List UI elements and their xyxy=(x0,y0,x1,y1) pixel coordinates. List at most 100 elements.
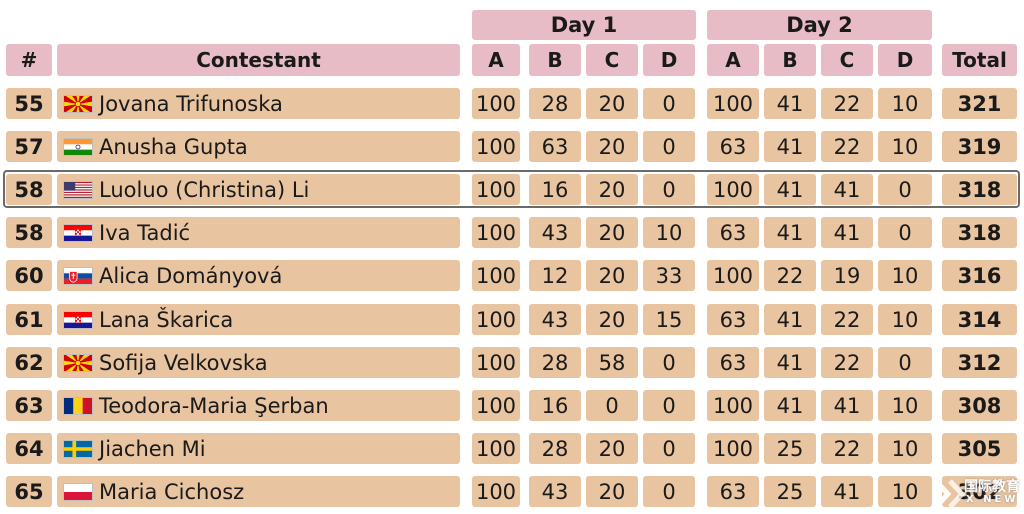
contestant-cell: Jovana Trifunoska xyxy=(57,88,460,119)
day2-score-cell: 22 xyxy=(764,260,816,291)
problem-header-label: D xyxy=(660,48,678,72)
day2-score-cell: 10 xyxy=(878,304,932,335)
total-cell: 308 xyxy=(942,390,1017,421)
rank-value: 58 xyxy=(14,177,44,202)
score-value: 19 xyxy=(833,263,861,288)
score-value: 10 xyxy=(891,91,919,116)
day2-score-cell: 41 xyxy=(764,174,816,205)
rank-value: 63 xyxy=(14,393,44,418)
score-value: 10 xyxy=(891,307,919,332)
day2-problem-header: A xyxy=(707,44,759,76)
contestant-name: Luoluo (Christina) Li xyxy=(99,177,310,202)
score-value: 0 xyxy=(662,134,676,159)
score-value: 10 xyxy=(891,479,919,504)
day2-score-cell: 41 xyxy=(764,347,816,378)
score-value: 0 xyxy=(605,393,619,418)
day1-problem-header: D xyxy=(643,44,695,76)
contestant-cell: Alica Dományová xyxy=(57,260,460,291)
score-value: 22 xyxy=(833,436,861,461)
score-value: 100 xyxy=(712,263,754,288)
total-value: 319 xyxy=(957,134,1002,159)
problem-header-label: A xyxy=(488,48,504,72)
rank-cell: 63 xyxy=(6,390,52,421)
contestant-cell: Maria Cichosz xyxy=(57,476,460,507)
score-value: 0 xyxy=(898,350,912,375)
day1-score-cell: 100 xyxy=(472,174,520,205)
rank-value: 57 xyxy=(14,134,44,159)
day2-score-cell: 41 xyxy=(821,390,873,421)
score-value: 0 xyxy=(662,479,676,504)
score-value: 41 xyxy=(833,479,861,504)
score-value: 25 xyxy=(776,479,804,504)
contestant-cell: Jiachen Mi xyxy=(57,433,460,464)
day2-score-cell: 0 xyxy=(878,347,932,378)
total-value: 316 xyxy=(957,263,1002,288)
score-value: 20 xyxy=(598,436,626,461)
day1-score-cell: 20 xyxy=(586,476,638,507)
contestant-name: Lana Škarica xyxy=(99,307,234,332)
watermark-logo: 国际教育 X NEW xyxy=(932,476,1020,512)
day2-score-cell: 100 xyxy=(707,433,759,464)
score-value: 58 xyxy=(598,350,626,375)
day1-score-cell: 20 xyxy=(586,304,638,335)
score-value: 0 xyxy=(662,436,676,461)
flag-icon xyxy=(63,94,93,113)
day1-score-cell: 0 xyxy=(643,390,695,421)
day1-score-cell: 63 xyxy=(529,131,581,162)
day2-score-cell: 100 xyxy=(707,88,759,119)
day1-header: Day 1 xyxy=(472,10,696,40)
day2-score-cell: 0 xyxy=(878,217,932,248)
day1-score-cell: 20 xyxy=(586,433,638,464)
score-value: 10 xyxy=(891,134,919,159)
day2-score-cell: 100 xyxy=(707,174,759,205)
total-cell: 319 xyxy=(942,131,1017,162)
day2-score-cell: 10 xyxy=(878,433,932,464)
day1-score-cell: 0 xyxy=(643,476,695,507)
rank-value: 61 xyxy=(14,307,44,332)
contestant-name: Teodora-Maria Şerban xyxy=(99,393,329,418)
total-value: 308 xyxy=(957,393,1002,418)
day1-score-cell: 0 xyxy=(643,174,695,205)
score-value: 63 xyxy=(541,134,569,159)
day1-score-cell: 20 xyxy=(586,260,638,291)
day2-score-cell: 41 xyxy=(764,88,816,119)
day2-score-cell: 100 xyxy=(707,260,759,291)
rank-value: 55 xyxy=(14,91,44,116)
score-value: 100 xyxy=(475,220,517,245)
day2-score-cell: 63 xyxy=(707,304,759,335)
score-value: 0 xyxy=(662,350,676,375)
day1-score-cell: 100 xyxy=(472,304,520,335)
day1-score-cell: 10 xyxy=(643,217,695,248)
score-value: 41 xyxy=(776,177,804,202)
day1-problem-header: C xyxy=(586,44,638,76)
rank-header-label: # xyxy=(20,48,38,72)
day2-score-cell: 41 xyxy=(764,304,816,335)
problem-header-label: C xyxy=(604,48,620,72)
day2-score-cell: 63 xyxy=(707,347,759,378)
score-value: 10 xyxy=(891,436,919,461)
rank-value: 58 xyxy=(14,220,44,245)
contestant-name: Iva Tadić xyxy=(99,220,191,245)
rank-cell: 62 xyxy=(6,347,52,378)
total-cell: 302 xyxy=(942,476,1017,507)
day1-score-cell: 100 xyxy=(472,433,520,464)
day2-score-cell: 41 xyxy=(764,390,816,421)
score-value: 41 xyxy=(833,393,861,418)
score-value: 63 xyxy=(719,134,747,159)
score-value: 100 xyxy=(475,307,517,332)
day1-score-cell: 100 xyxy=(472,390,520,421)
total-cell: 316 xyxy=(942,260,1017,291)
score-value: 0 xyxy=(898,177,912,202)
day2-score-cell: 10 xyxy=(878,131,932,162)
day2-score-cell: 41 xyxy=(821,174,873,205)
total-cell: 318 xyxy=(942,174,1017,205)
day2-score-cell: 63 xyxy=(707,131,759,162)
contestant-name: Jovana Trifunoska xyxy=(99,91,283,116)
day1-score-cell: 20 xyxy=(586,217,638,248)
score-value: 28 xyxy=(541,436,569,461)
day2-score-cell: 0 xyxy=(878,174,932,205)
score-value: 100 xyxy=(712,393,754,418)
problem-header-label: C xyxy=(839,48,855,72)
score-value: 63 xyxy=(719,220,747,245)
day2-header: Day 2 xyxy=(707,10,932,40)
